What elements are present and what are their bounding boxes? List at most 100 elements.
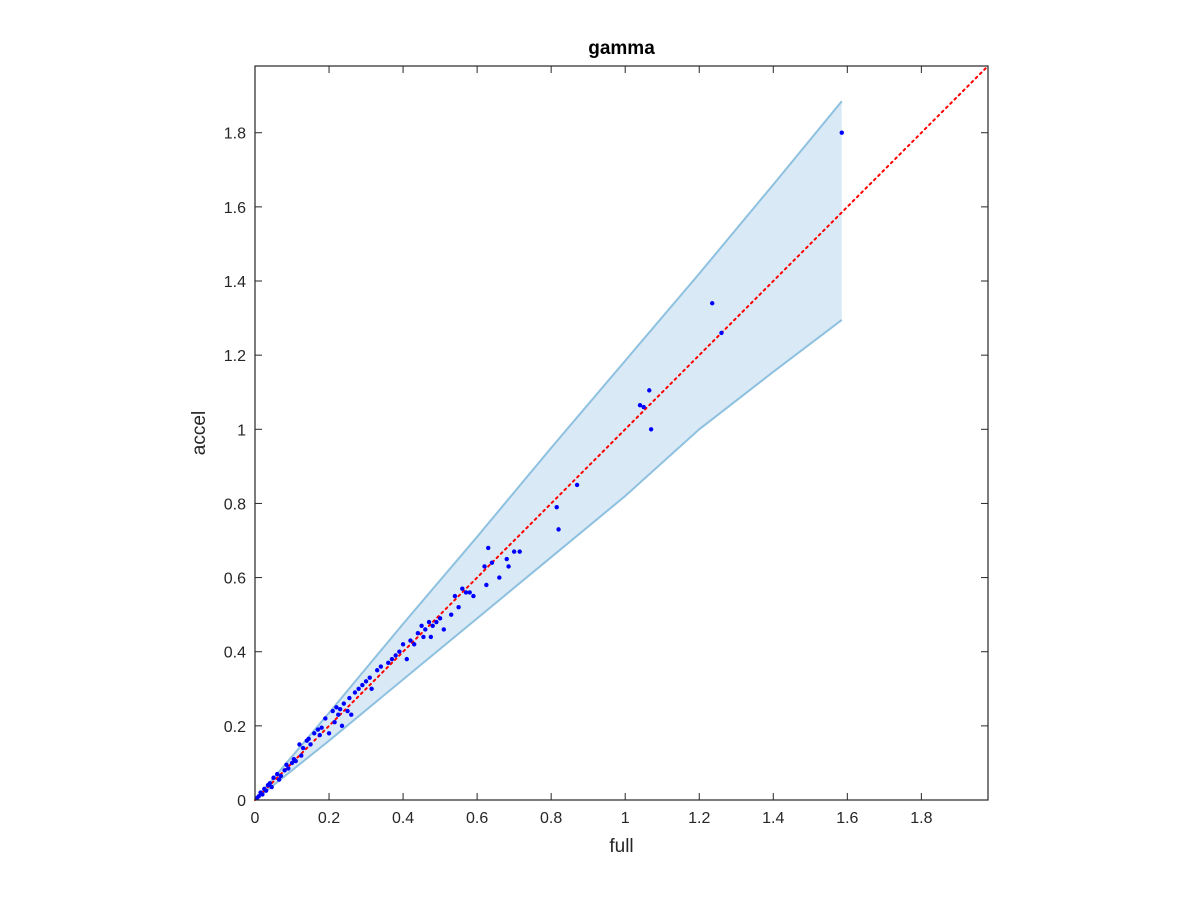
data-point [363, 679, 369, 684]
identity-line-layer [254, 65, 989, 801]
data-point [497, 575, 502, 580]
data-point [428, 634, 434, 640]
data-point [411, 642, 417, 647]
data-point [336, 712, 341, 717]
band-upper-edge [254, 100, 843, 801]
data-point [299, 753, 304, 758]
data-point [284, 762, 289, 767]
data-point [275, 771, 280, 777]
data-point [517, 549, 522, 554]
data-point [397, 649, 402, 654]
y-tick-label: 0.4 [224, 645, 246, 662]
data-point [286, 766, 291, 771]
plot-area: 0 0.2 0.4 0.6 0.8 1 1.2 1.4 1.6 1.8 0 0.2 0.4 0.6 0.8… [224, 65, 989, 827]
chart-title: gamma [588, 38, 655, 59]
data-point [511, 549, 517, 554]
x-tick-label: 0.4 [392, 810, 414, 827]
data-point [349, 712, 354, 717]
data-point [312, 731, 317, 736]
y-axis-ticks: 0 0.2 0.4 0.6 0.8 1 1.2 1.4 1.6 1.8 [224, 126, 988, 810]
data-point [489, 560, 495, 565]
data-point [430, 623, 435, 628]
data-point [647, 388, 652, 393]
data-point [506, 564, 511, 569]
data-point [339, 723, 345, 729]
data-point [315, 727, 321, 732]
data-point [452, 593, 458, 599]
data-point [556, 527, 561, 532]
y-tick-label: 1 [237, 422, 246, 439]
data-point [360, 682, 365, 688]
data-point [378, 664, 384, 669]
band-lower-edge [254, 319, 843, 801]
y-tick-label: 0 [237, 793, 246, 810]
data-point [421, 634, 426, 640]
data-point [282, 768, 287, 773]
data-point [419, 623, 424, 628]
data-point [408, 638, 413, 643]
x-tick-label: 0 [251, 810, 260, 827]
data-point [263, 788, 269, 793]
data-point [330, 708, 335, 714]
data-point [434, 619, 439, 625]
data-point [554, 504, 559, 510]
data-point [293, 758, 298, 764]
identity-line [254, 65, 989, 801]
data-point [386, 660, 391, 666]
data-point [271, 775, 276, 780]
data-point [297, 742, 302, 747]
data-point [308, 742, 313, 747]
data-point [486, 545, 491, 551]
y-tick-label: 0.6 [224, 571, 246, 588]
data-point [456, 605, 461, 610]
data-point [374, 668, 380, 673]
data-point [341, 701, 347, 706]
data-point [637, 402, 643, 408]
x-tick-label: 1.8 [910, 810, 932, 827]
x-tick-label: 0.6 [466, 810, 488, 827]
data-point [337, 706, 343, 712]
x-axis-label: full [609, 836, 633, 857]
data-point [319, 725, 324, 730]
y-tick-label: 1.6 [224, 200, 246, 217]
data-point [352, 690, 358, 695]
y-tick-label: 1.2 [224, 348, 246, 365]
data-point [367, 675, 372, 680]
data-point [389, 656, 395, 662]
axes-box [254, 65, 989, 801]
x-tick-label: 1.6 [836, 810, 858, 827]
data-point [463, 590, 469, 595]
data-point [256, 794, 261, 799]
data-point [269, 784, 274, 790]
data-point [289, 760, 295, 766]
data-point [467, 590, 472, 595]
data-point [709, 301, 715, 306]
x-tick-label: 1.2 [688, 810, 710, 827]
data-point [441, 627, 447, 632]
x-tick-label: 1 [621, 810, 630, 827]
data-point [437, 616, 443, 621]
data-point [484, 582, 489, 588]
x-axis-ticks: 0 0.2 0.4 0.6 0.8 1 1.2 1.4 1.6 1.8 [251, 66, 933, 827]
data-point [369, 686, 374, 691]
data-point [471, 593, 476, 599]
data-point [300, 745, 306, 751]
y-tick-label: 0.2 [224, 719, 246, 736]
data-point [317, 732, 322, 738]
data-point [839, 130, 844, 135]
data-point [504, 556, 509, 562]
y-tick-label: 0.8 [224, 496, 246, 513]
data-point [326, 731, 332, 736]
x-tick-label: 0.2 [318, 810, 340, 827]
data-point [345, 708, 350, 714]
data-point [393, 653, 398, 658]
data-point [460, 586, 465, 591]
data-point [278, 773, 284, 779]
x-tick-label: 1.4 [762, 810, 784, 827]
data-point [482, 564, 487, 569]
data-point [423, 627, 428, 632]
x-tick-label: 0.8 [540, 810, 562, 827]
data-point [306, 736, 311, 742]
data-point [641, 404, 646, 410]
